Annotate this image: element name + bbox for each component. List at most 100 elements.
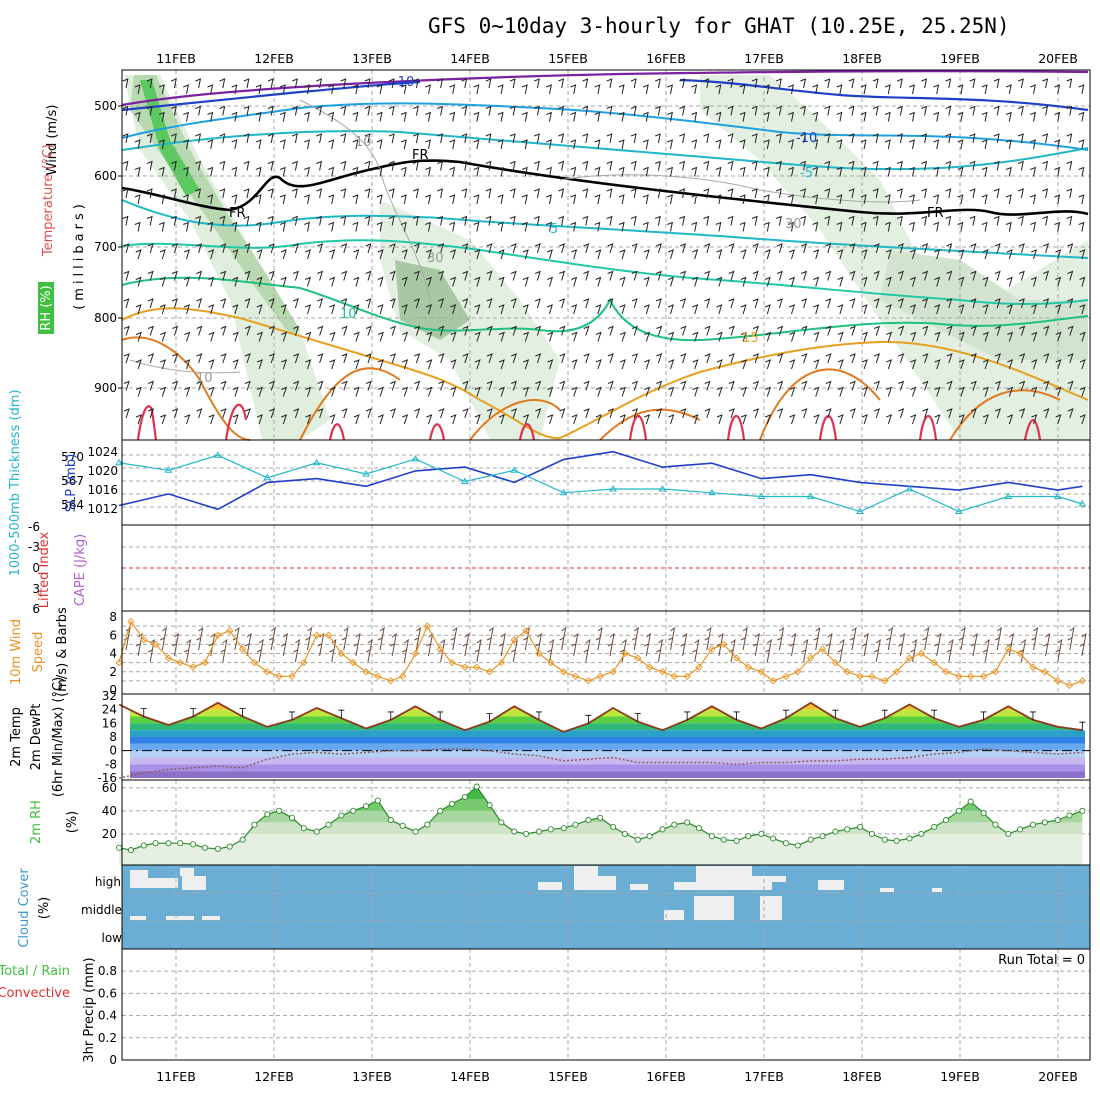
wind-barb xyxy=(872,188,879,199)
wind-barb xyxy=(1067,298,1074,309)
wind-barb xyxy=(328,139,335,150)
wind-barb xyxy=(618,194,625,205)
wind-barb xyxy=(885,249,892,260)
wind-barb xyxy=(292,188,298,199)
wind-barb xyxy=(922,408,929,419)
wind-barb xyxy=(716,359,723,370)
wind-barb xyxy=(341,380,348,391)
wind-barb xyxy=(390,325,397,336)
wind-barb xyxy=(426,249,432,260)
wind-speed-marker xyxy=(930,658,938,667)
wind-barb xyxy=(292,243,299,254)
wind-barb xyxy=(788,194,794,205)
wind-barb xyxy=(751,188,758,199)
wind-speed-marker xyxy=(313,631,321,639)
wind-barb xyxy=(655,215,661,226)
wind-ticks: 8 6 4 2 0 xyxy=(109,610,117,697)
wind-barb xyxy=(886,331,893,342)
wind-barb xyxy=(341,243,348,254)
rh-level-band xyxy=(122,799,1083,811)
wind-barb xyxy=(255,84,262,95)
wind-barb xyxy=(521,166,528,177)
precip-tick: 0 xyxy=(109,1053,117,1067)
wind-barb xyxy=(655,243,662,254)
wind-barb xyxy=(388,78,395,89)
wind10m-barb xyxy=(668,626,676,651)
wind-barb xyxy=(715,111,722,122)
wind-barb xyxy=(523,331,530,342)
wind-barb xyxy=(195,215,202,226)
wind-barb xyxy=(607,298,614,309)
wind-barb xyxy=(558,160,565,171)
rh-tick: 20 xyxy=(102,827,117,841)
wind-barb xyxy=(824,105,831,116)
wind-barb xyxy=(1031,414,1038,425)
wind-barb xyxy=(642,111,649,122)
thickness-tick: 564 xyxy=(61,498,84,512)
wind-barb xyxy=(243,188,250,199)
wind-barb xyxy=(486,380,493,391)
wind-barb xyxy=(898,408,905,419)
wind-barb xyxy=(293,325,300,336)
wind-barb xyxy=(993,160,1000,171)
cape-label: CAPE (J/kg) xyxy=(73,534,88,606)
wind10m-barb xyxy=(934,632,942,657)
wind-barb xyxy=(1078,84,1085,95)
wind-barb xyxy=(1018,188,1024,199)
wind-barb xyxy=(958,276,965,287)
wind-barb xyxy=(1067,380,1074,391)
wind-barb xyxy=(522,249,529,260)
wind-barb xyxy=(473,139,480,150)
wind-speed-marker xyxy=(522,627,530,635)
wind-barb xyxy=(656,325,663,336)
wind-barb xyxy=(280,249,287,260)
wind-speed-marker xyxy=(1041,668,1049,676)
wind-barb xyxy=(461,215,468,226)
wind-barb xyxy=(763,139,770,150)
wind-barb xyxy=(521,221,528,232)
wind-barb xyxy=(400,139,407,150)
wind-barb xyxy=(1030,139,1036,150)
wind-barb xyxy=(377,386,384,397)
rh-marker xyxy=(646,833,653,840)
wind-barb xyxy=(982,304,989,315)
wind-barb xyxy=(619,359,626,370)
wind-barb xyxy=(316,215,323,226)
wind10m-barb xyxy=(704,626,712,651)
wind-barb xyxy=(474,359,481,370)
wind-barb xyxy=(304,221,310,232)
wind-barb xyxy=(328,194,335,205)
wind-barb xyxy=(981,111,988,122)
wind-barb xyxy=(134,194,141,205)
wind-barb xyxy=(390,408,397,419)
wind-barb xyxy=(148,380,155,391)
rh-marker xyxy=(1066,812,1073,819)
wind-barb xyxy=(244,243,251,254)
wind-barb xyxy=(450,304,457,315)
minmax-marker xyxy=(535,711,542,720)
wind-speed-marker xyxy=(720,640,728,649)
wind-barb xyxy=(789,331,796,342)
wind10m-barb xyxy=(172,632,180,657)
wind-barb xyxy=(642,194,649,205)
wind-barb xyxy=(570,194,577,205)
wind-barb xyxy=(146,133,153,144)
wind-barb xyxy=(716,414,723,425)
wind-barb xyxy=(534,78,540,89)
rh-shade-region xyxy=(395,260,470,340)
wind-barb xyxy=(570,221,577,232)
wind-barb xyxy=(389,270,396,281)
wind-barb xyxy=(703,160,710,171)
date-label-bottom: 18FEB xyxy=(842,1069,882,1084)
wind-barb xyxy=(474,414,481,425)
wind-barb xyxy=(546,166,552,177)
wind-barb xyxy=(813,276,820,287)
wind-barb xyxy=(1005,139,1012,150)
wind-barb xyxy=(776,160,782,171)
temperature-band xyxy=(130,750,1085,758)
wind-barb xyxy=(402,414,409,425)
wind-barb xyxy=(546,221,552,232)
minmax-marker xyxy=(288,711,295,720)
wind-barb xyxy=(135,359,142,370)
wind10m-barb xyxy=(402,638,410,663)
